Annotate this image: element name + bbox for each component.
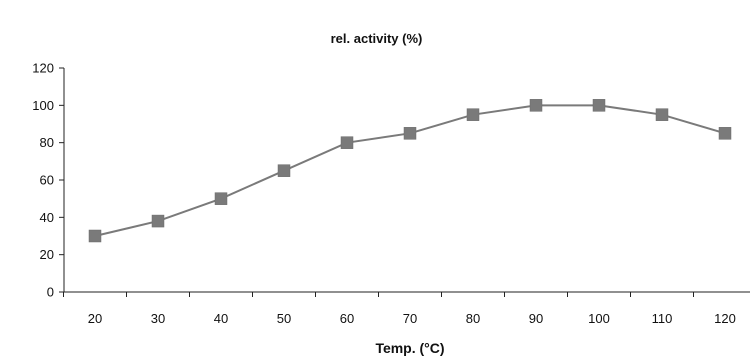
chart-title: rel. activity (%) — [330, 31, 423, 46]
y-tick-label: 120 — [32, 61, 54, 76]
y-tick-label: 0 — [47, 285, 54, 300]
x-tick-label: 50 — [277, 311, 291, 326]
data-point-marker — [655, 108, 669, 121]
x-tick-label: 120 — [714, 311, 736, 326]
y-tick-label: 60 — [40, 173, 54, 188]
data-point-marker — [403, 127, 417, 140]
x-tick-label: 80 — [466, 311, 480, 326]
y-tick-label: 80 — [40, 135, 54, 150]
data-point-marker — [592, 99, 606, 112]
data-point-marker — [466, 108, 480, 121]
x-tick-label: 70 — [403, 311, 417, 326]
x-tick-label: 90 — [529, 311, 543, 326]
x-tick-label: 100 — [588, 311, 610, 326]
x-tick-label: 110 — [652, 311, 673, 326]
x-tick-label: 40 — [214, 311, 228, 326]
data-point-marker — [214, 192, 228, 205]
data-point-marker — [718, 127, 732, 140]
series-line — [94, 104, 726, 237]
axes: 0 20 40 60 80 100 120 20 30 40 50 60 70 80 90 100 110 120 — [32, 61, 750, 326]
data-point-marker — [340, 136, 354, 149]
x-tick-label: 60 — [340, 311, 354, 326]
data-point-marker — [277, 164, 291, 177]
data-point-marker — [529, 99, 543, 112]
x-tick-label: 20 — [88, 311, 102, 326]
data-point-marker — [151, 214, 165, 228]
y-tick-label: 100 — [32, 98, 54, 113]
x-axis-label: Temp. (°C) — [375, 340, 445, 356]
data-point-marker — [88, 229, 102, 243]
x-tick-label: 30 — [151, 311, 165, 326]
y-tick-label: 20 — [40, 247, 54, 262]
y-tick-label: 40 — [40, 210, 54, 225]
series — [88, 99, 732, 243]
